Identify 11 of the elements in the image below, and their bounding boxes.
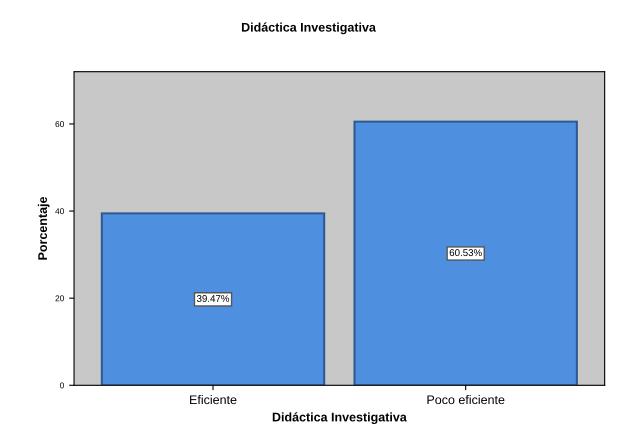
y-tick-label: 40: [55, 208, 64, 214]
x-axis-title: Didáctica Investigativa: [272, 412, 407, 424]
y-axis-title: Porcentaje: [38, 196, 50, 260]
data-label: 39.47%: [196, 295, 230, 302]
chart-title: Didáctica Investigativa: [242, 22, 376, 34]
y-tick-label: 60: [55, 121, 64, 128]
y-tick-label: 0: [60, 382, 64, 388]
data-label: 60.53%: [450, 249, 482, 256]
x-tick-label: Eficiente: [190, 395, 236, 404]
x-tick-label: Poco eficiente: [427, 395, 504, 404]
y-tick-label: 20: [55, 295, 64, 302]
